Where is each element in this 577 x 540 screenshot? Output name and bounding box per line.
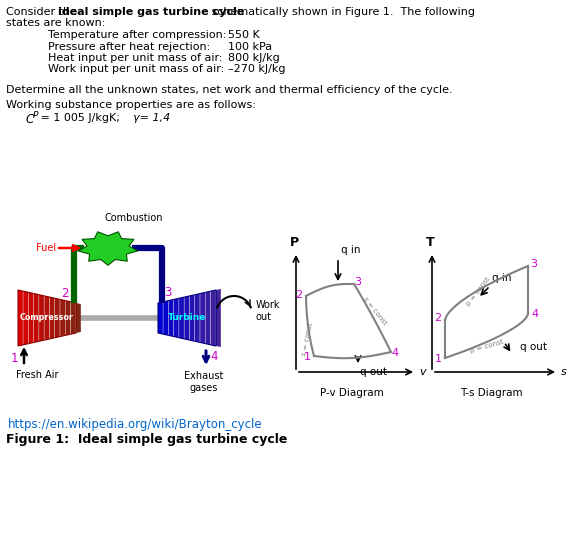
Polygon shape — [163, 301, 168, 335]
Text: –270 kJ/kg: –270 kJ/kg — [228, 64, 286, 75]
Text: q out: q out — [520, 342, 547, 352]
Text: 1: 1 — [10, 352, 18, 365]
Text: Fresh Air: Fresh Air — [16, 370, 58, 380]
Polygon shape — [65, 301, 70, 335]
Text: C: C — [26, 113, 34, 126]
Polygon shape — [174, 299, 179, 338]
Polygon shape — [23, 291, 28, 345]
Text: 4: 4 — [531, 309, 538, 319]
Text: Temperature after compression:: Temperature after compression: — [48, 30, 226, 40]
Text: v: v — [419, 367, 426, 377]
Text: P-v Diagram: P-v Diagram — [320, 388, 384, 398]
Text: s = const: s = const — [301, 321, 313, 356]
Text: P: P — [290, 236, 298, 249]
Text: 550 K: 550 K — [228, 30, 260, 40]
Polygon shape — [78, 232, 137, 265]
Polygon shape — [179, 297, 184, 339]
Text: 800 kJ/kg: 800 kJ/kg — [228, 53, 280, 63]
Text: 100 kPa: 100 kPa — [228, 42, 272, 51]
Text: Turbine: Turbine — [168, 314, 206, 322]
Polygon shape — [18, 290, 23, 346]
Polygon shape — [44, 296, 49, 340]
Polygon shape — [71, 302, 76, 334]
Polygon shape — [50, 297, 54, 339]
Polygon shape — [39, 295, 44, 341]
Text: Determine all the unknown states, net work and thermal efficiency of the cycle.: Determine all the unknown states, net wo… — [6, 85, 452, 95]
Text: https://en.wikipedia.org/wiki/Brayton_cycle: https://en.wikipedia.org/wiki/Brayton_cy… — [8, 418, 263, 431]
Text: q in: q in — [492, 273, 511, 283]
Polygon shape — [190, 295, 194, 341]
Text: 1: 1 — [434, 354, 441, 364]
Polygon shape — [168, 300, 173, 336]
Text: Working substance properties are as follows:: Working substance properties are as foll… — [6, 100, 256, 110]
Text: T: T — [426, 236, 434, 249]
Text: s: s — [561, 367, 567, 377]
Text: 4: 4 — [391, 348, 399, 358]
Text: Work
out: Work out — [256, 300, 280, 322]
Text: P: P — [32, 111, 38, 119]
Text: Figure 1:  Ideal simple gas turbine cycle: Figure 1: Ideal simple gas turbine cycle — [6, 433, 287, 446]
Polygon shape — [211, 290, 216, 346]
Text: Work input per unit mass of air:: Work input per unit mass of air: — [48, 64, 224, 75]
Text: 3: 3 — [354, 277, 362, 287]
Text: states are known:: states are known: — [6, 18, 106, 28]
Text: γ= 1,4: γ= 1,4 — [133, 113, 170, 123]
Text: 4: 4 — [210, 350, 218, 363]
Text: Compressor: Compressor — [20, 314, 74, 322]
Text: 2: 2 — [434, 313, 441, 323]
Text: ideal simple gas turbine cycle: ideal simple gas turbine cycle — [58, 7, 244, 17]
Text: T-s Diagram: T-s Diagram — [460, 388, 522, 398]
Text: Exhaust
gases: Exhaust gases — [184, 371, 224, 393]
Text: q out: q out — [360, 367, 387, 377]
Polygon shape — [205, 291, 210, 345]
Text: p = const: p = const — [465, 276, 491, 307]
Text: 2: 2 — [295, 290, 302, 300]
Polygon shape — [28, 292, 33, 343]
Text: Pressure after heat rejection:: Pressure after heat rejection: — [48, 42, 210, 51]
Text: Consider the: Consider the — [6, 7, 81, 17]
Polygon shape — [185, 296, 189, 340]
Polygon shape — [34, 294, 39, 342]
Polygon shape — [195, 294, 200, 342]
Text: Heat input per unit mass of air:: Heat input per unit mass of air: — [48, 53, 223, 63]
Text: q in: q in — [341, 245, 361, 255]
Polygon shape — [200, 293, 205, 343]
Text: schematically shown in Figure 1.  The following: schematically shown in Figure 1. The fol… — [208, 7, 475, 17]
Text: = 1 005 J/kgK;: = 1 005 J/kgK; — [37, 113, 120, 123]
Text: Fuel: Fuel — [36, 243, 56, 253]
Text: 2: 2 — [62, 287, 69, 300]
Text: s = const: s = const — [362, 296, 388, 327]
Text: 3: 3 — [530, 259, 538, 269]
Polygon shape — [216, 289, 221, 347]
Text: p = const: p = const — [469, 339, 504, 354]
Text: 3: 3 — [164, 286, 171, 299]
Polygon shape — [60, 300, 65, 336]
Text: Combustion: Combustion — [105, 213, 163, 223]
Polygon shape — [76, 303, 81, 333]
Text: 1: 1 — [304, 352, 310, 362]
Polygon shape — [158, 302, 163, 334]
Polygon shape — [55, 298, 60, 338]
